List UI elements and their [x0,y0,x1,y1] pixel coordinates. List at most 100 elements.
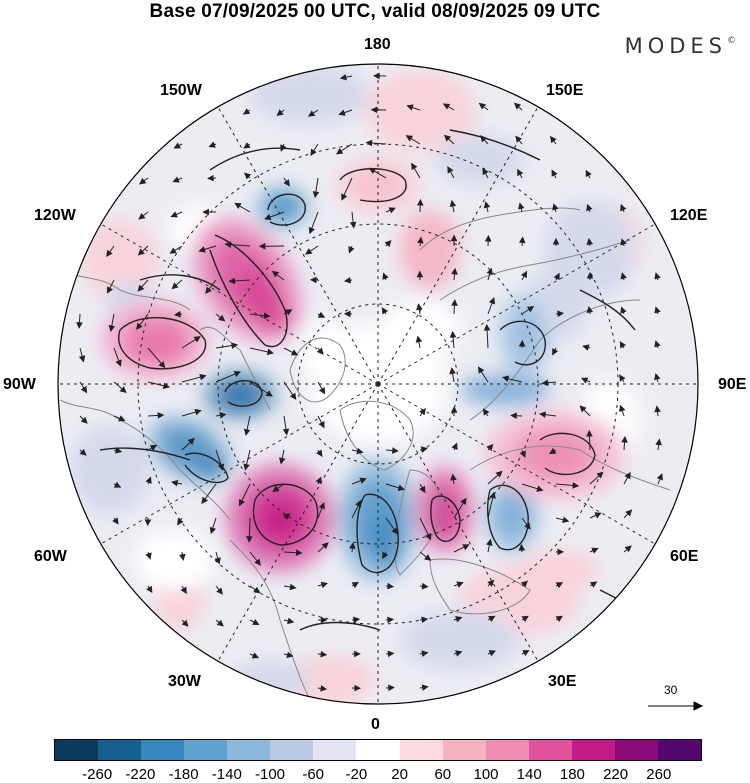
wind-vector-head [596,471,604,479]
neutral-patch [135,530,215,590]
wind-vector-head [252,618,260,625]
wind-vector-head [518,236,526,244]
wind-vector-head [209,526,217,535]
wind-vector-head [515,135,522,143]
wind-vector-head [619,404,626,413]
wind-vector-head [391,527,399,535]
wind-vector-head [354,684,362,692]
wind-vector-head [450,473,457,481]
wind-vector-head [181,619,189,627]
wind-vector-head [522,650,530,657]
meridian-line [100,383,379,545]
wind-vector-head [488,615,496,622]
wind-vector-head [518,202,525,210]
wind-vector-head [138,177,147,185]
label-30w: 30W [168,673,201,690]
wind-vector-head [495,470,503,478]
wind-vector-head [654,405,661,413]
meridian-line [377,223,656,385]
wind-vector-head [518,339,526,347]
wind-vector-head [308,226,315,235]
wind-vector-head [483,323,491,331]
label-120e: 120E [670,207,708,224]
wind-vector-head [177,518,184,526]
wind-vector-head [449,330,457,338]
wind-vector-head [388,207,396,214]
wind-vector-head [320,616,328,624]
wind-vector-head [420,446,428,453]
wind-vector-head [510,412,517,420]
wind-vector-head [80,385,88,394]
chart-title: Base 07/09/2025 00 UTC, valid 08/09/2025… [149,1,601,22]
wind-vector-head [460,497,467,505]
wind-vector-head [305,248,313,255]
height-contour [356,493,399,574]
wind-vector-head [348,246,355,254]
colorbar [54,739,702,761]
wind-vector-head [424,554,432,561]
wind-vector-head [478,102,486,110]
colorbar-tick-label: 100 [473,766,499,783]
wind-vector-head [421,684,429,691]
wind-vector-head [208,141,216,148]
wind-vector-head [136,322,143,330]
wind-vector-head [258,242,266,250]
latitude-circle [217,223,539,545]
wind-vector-head [520,580,529,588]
wind-vector-head [264,213,272,221]
wind-vector-head [387,616,395,624]
anomaly-ridge-siberia [527,437,583,473]
wind-vector-head [425,533,432,541]
wind-vector-head [239,498,245,507]
wind-vector-head [411,162,418,171]
wind-vector-head [243,172,252,180]
wind-vector-head [541,379,549,387]
wind-vector-head [656,473,663,481]
wind-vector-head [171,479,179,487]
wind-vector-head [624,545,632,553]
wind-vector-head [624,471,631,480]
wind-vector-head [483,201,491,209]
wind-vector-head [620,272,627,280]
wind-vector-head [263,312,271,319]
wind-vector-head [391,447,399,454]
wind-vector-head [170,211,178,218]
wind-vector-head [447,166,454,174]
wind-vector-head [315,476,322,484]
wind-vector-head [449,367,456,375]
wind-vector-head [243,142,251,149]
label-120w: 120W [34,207,76,224]
wind-vector-head [242,108,251,115]
wind-vector-head [625,509,633,517]
wind-vector-head [115,359,122,367]
wind-vector-head [555,615,563,623]
colorbar-tick-label: 60 [434,766,452,783]
wind-vector-head [384,239,392,248]
colorbar-segment [141,740,185,760]
height-contour [299,621,381,631]
wind-vector-head [108,324,116,333]
wind-vector-head [451,442,458,450]
wind-vector-head [451,299,458,306]
anomaly-ridge-atlantic [262,504,298,536]
wind-vector-head [455,650,463,657]
wind-vector-head [590,581,598,588]
wind-vector-head [591,547,599,554]
colorbar-tick-label: -140 [211,766,242,783]
wind-vector-head [179,553,186,561]
wind-vector-head [654,272,661,280]
wind-vector-head [502,375,510,382]
colorbar-tick-label: -260 [82,766,113,783]
meridian-line [377,383,656,545]
neutral-patch [300,320,360,380]
colorbar-tick-label: 220 [603,766,629,783]
label-90w: 90W [3,376,36,393]
wind-vector-head [76,322,83,329]
wind-vector-head [228,277,236,285]
wind-vector-head [382,551,389,560]
wind-vector-head [224,241,232,248]
wind-vector-head [621,435,628,443]
wind-vector-head [594,512,602,519]
label-180: 180 [364,36,391,53]
